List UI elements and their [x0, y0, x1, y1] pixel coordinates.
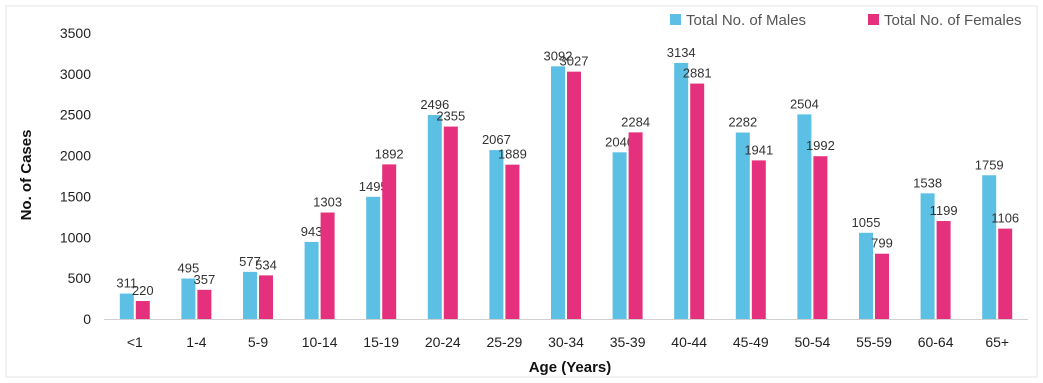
- data-label-males: 3092: [544, 48, 573, 63]
- x-tick-label: 15-19: [363, 334, 399, 350]
- y-tick-label: 2000: [60, 148, 91, 164]
- bar-males-65: [982, 175, 997, 319]
- data-label-females: 1106: [991, 211, 1019, 226]
- bar-females-55-59: [875, 253, 889, 319]
- y-axis-title: No. of Cases: [18, 130, 35, 221]
- data-label-males: 577: [239, 254, 261, 269]
- bar-females-60-64: [936, 221, 951, 319]
- bar-males-5-9: [243, 271, 257, 319]
- chart-border: [5, 5, 1038, 378]
- legend: Total No. of Males Total No. of Females: [670, 12, 1022, 29]
- data-label-females: 1992: [806, 138, 835, 153]
- y-tick-label: 500: [68, 270, 92, 286]
- x-tick-label: 65+: [985, 334, 1009, 350]
- bar-females-65: [998, 228, 1013, 319]
- data-label-males: 2067: [482, 132, 511, 147]
- bar-males-50-54: [797, 114, 812, 320]
- data-label-females: 1892: [375, 146, 404, 161]
- data-label-females: 2355: [436, 109, 465, 124]
- data-label-males: 2504: [790, 96, 819, 111]
- data-label-females: 799: [871, 236, 893, 251]
- bar-females-45-49: [751, 160, 766, 319]
- data-label-males: 1495: [359, 179, 388, 194]
- x-tick-label: 20-24: [425, 334, 461, 350]
- bar-males-60-64: [920, 193, 935, 319]
- x-tick-label: 5-9: [248, 334, 268, 350]
- data-label-males: 495: [178, 261, 200, 276]
- bar-females-1-4: [197, 289, 212, 319]
- y-tick-label: 0: [83, 311, 91, 327]
- x-tick-label: 60-64: [918, 334, 954, 350]
- data-label-females: 357: [194, 272, 216, 287]
- legend-label-females: Total No. of Females: [884, 12, 1022, 29]
- data-label-males: 943: [301, 224, 323, 239]
- data-label-males: 1538: [913, 175, 942, 190]
- bar-males-1: [119, 293, 134, 319]
- bar-females-40-44: [690, 83, 705, 319]
- bar-males-45-49: [735, 132, 750, 319]
- legend-swatch-males: [670, 14, 681, 25]
- data-label-males: 2040: [605, 134, 634, 149]
- x-tick-label: 45-49: [733, 334, 769, 350]
- data-label-females: 2881: [683, 66, 712, 81]
- data-label-females: 1199: [930, 203, 958, 218]
- bar-females-15-19: [382, 164, 397, 319]
- bar-males-25-29: [489, 150, 504, 319]
- y-tick-label: 2500: [60, 107, 91, 123]
- data-label-males: 1759: [975, 157, 1004, 172]
- x-tick-label: 10-14: [302, 334, 338, 350]
- bar-males-35-39: [612, 152, 627, 319]
- bar-males-1-4: [181, 278, 196, 319]
- bar-males-10-14: [304, 241, 319, 319]
- bar-males-20-24: [427, 115, 442, 320]
- y-axis: 0 500 1000 1500 2000 2500 3000 3500: [60, 25, 91, 327]
- bar-males-30-34: [551, 66, 565, 319]
- legend-swatch-females: [868, 14, 879, 25]
- data-label-females: 1889: [498, 147, 527, 162]
- bar-females-1: [135, 301, 150, 319]
- bar-males-55-59: [859, 232, 873, 319]
- data-label-males: 2282: [728, 115, 757, 130]
- data-label-females: 1941: [744, 142, 773, 157]
- x-tick-label: 40-44: [671, 334, 707, 350]
- bar-females-35-39: [628, 132, 643, 319]
- data-label-males: 311: [116, 276, 137, 291]
- x-tick-label: 35-39: [610, 334, 646, 350]
- bar-females-10-14: [320, 212, 335, 319]
- bar-females-20-24: [443, 126, 458, 319]
- y-tick-label: 3500: [60, 25, 91, 41]
- bar-females-5-9: [259, 275, 273, 319]
- y-tick-label: 1000: [60, 229, 91, 245]
- x-tick-label: 1-4: [186, 334, 206, 350]
- bar-females-30-34: [567, 71, 581, 320]
- x-tick-label: 25-29: [486, 334, 522, 350]
- data-label-males: 1055: [852, 215, 881, 230]
- x-tick-label: 30-34: [548, 334, 584, 350]
- data-label-males: 3134: [667, 45, 696, 60]
- data-label-females: 220: [132, 283, 154, 298]
- data-label-females: 3027: [560, 54, 589, 69]
- data-label-females: 2284: [621, 114, 650, 129]
- x-tick-label: 50-54: [794, 334, 830, 350]
- legend-label-males: Total No. of Males: [686, 12, 806, 29]
- x-axis: <1 1-4 5-9 10-14 15-19 20-24 25-29 30-34 35-39 40…: [104, 319, 1028, 350]
- bar-females-50-54: [813, 156, 828, 319]
- x-tick-label: <1: [127, 334, 143, 350]
- data-label-males: 2496: [420, 97, 449, 112]
- y-tick-label: 3000: [60, 66, 91, 82]
- bar-males-15-19: [366, 196, 381, 319]
- data-label-females: 1303: [313, 195, 342, 210]
- bar-females-25-29: [505, 164, 520, 319]
- data-label-females: 534: [255, 257, 277, 272]
- x-tick-label: 55-59: [856, 334, 892, 350]
- bar-males-40-44: [674, 62, 689, 319]
- y-tick-label: 1500: [60, 188, 91, 204]
- x-axis-title: Age (Years): [529, 359, 612, 376]
